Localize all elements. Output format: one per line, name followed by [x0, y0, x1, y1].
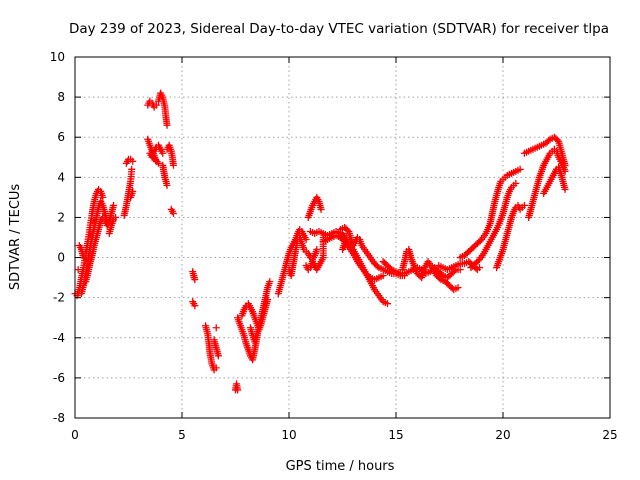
data-point [99, 193, 107, 201]
data-points [71, 89, 569, 394]
data-point [512, 179, 520, 187]
series-arc-f2 [238, 296, 272, 346]
data-point [373, 262, 381, 270]
data-point [159, 149, 167, 157]
x-tick-label: 5 [178, 428, 186, 442]
series-arc-f1 [234, 278, 274, 364]
series-arc-c4 [163, 141, 177, 217]
y-tick-label: 10 [50, 50, 65, 64]
plot-frame [74, 56, 611, 419]
data-point [343, 234, 351, 241]
series-arc-g3 [304, 193, 325, 221]
data-point [456, 266, 464, 274]
y-tick-label: 4 [57, 170, 65, 184]
data-point [129, 187, 137, 195]
data-point [561, 185, 569, 193]
data-point [234, 386, 242, 394]
x-tick-label: 20 [495, 428, 510, 442]
data-point [110, 201, 118, 209]
series-arc-h2 [319, 231, 387, 284]
y-tick-label: -4 [53, 331, 65, 345]
data-point [438, 270, 446, 278]
chart-title: Day 239 of 2023, Sidereal Day-to-day VTE… [69, 21, 609, 37]
data-point [264, 296, 272, 304]
axis-ticks [74, 56, 611, 419]
data-point [379, 272, 387, 280]
y-tick-label: -6 [53, 371, 65, 385]
data-point [520, 201, 528, 209]
data-point [266, 278, 274, 286]
x-tick-label: 10 [281, 428, 296, 442]
series-arc-j2 [467, 179, 520, 272]
data-point [163, 181, 171, 189]
data-point [212, 364, 220, 372]
y-tick-labels: -8 -6 -4 -2 0 2 4 6 8 10 [50, 50, 65, 425]
x-tick-label: 25 [602, 428, 617, 442]
series-arc-j3 [493, 201, 528, 272]
data-point [74, 266, 82, 274]
y-tick-label: 8 [57, 90, 65, 104]
data-point [386, 264, 394, 272]
data-point [191, 302, 199, 310]
series-arc-b1 [120, 155, 137, 219]
data-point [365, 272, 373, 280]
data-point [214, 352, 222, 360]
series-arc-e1 [202, 322, 222, 374]
y-axis-label: SDTVAR / TECUs [8, 184, 23, 291]
data-point [253, 330, 261, 338]
series-arc-a4 [74, 242, 88, 274]
y-tick-label: 0 [57, 251, 65, 265]
data-point [383, 300, 391, 308]
data-point [129, 157, 137, 165]
data-point [475, 264, 483, 272]
y-tick-label: -8 [53, 411, 65, 425]
series-arc-c1 [144, 97, 160, 111]
series-arc-c3 [154, 89, 171, 189]
data-point [112, 213, 120, 221]
data-point [516, 165, 524, 173]
series-arc-k2 [525, 145, 569, 221]
data-point [152, 101, 160, 109]
series-arc-k3 [540, 163, 569, 197]
data-point [163, 121, 171, 129]
y-tick-label: 2 [57, 210, 65, 224]
series-arc-h3 [336, 223, 409, 280]
y-tick-label: 6 [57, 130, 65, 144]
data-point [128, 165, 136, 173]
data-point [169, 161, 177, 169]
data-point [190, 272, 198, 280]
data-point [80, 254, 88, 262]
x-tick-labels: 0 5 10 15 20 25 [71, 428, 617, 442]
series-arc-h4 [339, 229, 351, 254]
series-arc-e2 [232, 380, 242, 394]
data-point [454, 284, 462, 292]
series-arc-c2 [144, 135, 167, 167]
series-arc-d1 [189, 268, 199, 310]
series-arc-i3 [435, 258, 483, 274]
series-arc-j1 [456, 165, 524, 262]
x-tick-label: 0 [71, 428, 79, 442]
series-arc-g1 [285, 234, 321, 280]
series-arc-a3 [82, 201, 120, 286]
y-tick-label: -2 [53, 291, 65, 305]
data-point [313, 246, 321, 254]
x-tick-label: 15 [388, 428, 403, 442]
data-point [169, 209, 177, 217]
series-arc-i2 [398, 246, 462, 294]
data-point [436, 274, 444, 282]
data-point [545, 137, 553, 145]
x-axis-label: GPS time / hours [286, 459, 395, 474]
data-point [212, 324, 220, 332]
data-point [317, 205, 325, 213]
